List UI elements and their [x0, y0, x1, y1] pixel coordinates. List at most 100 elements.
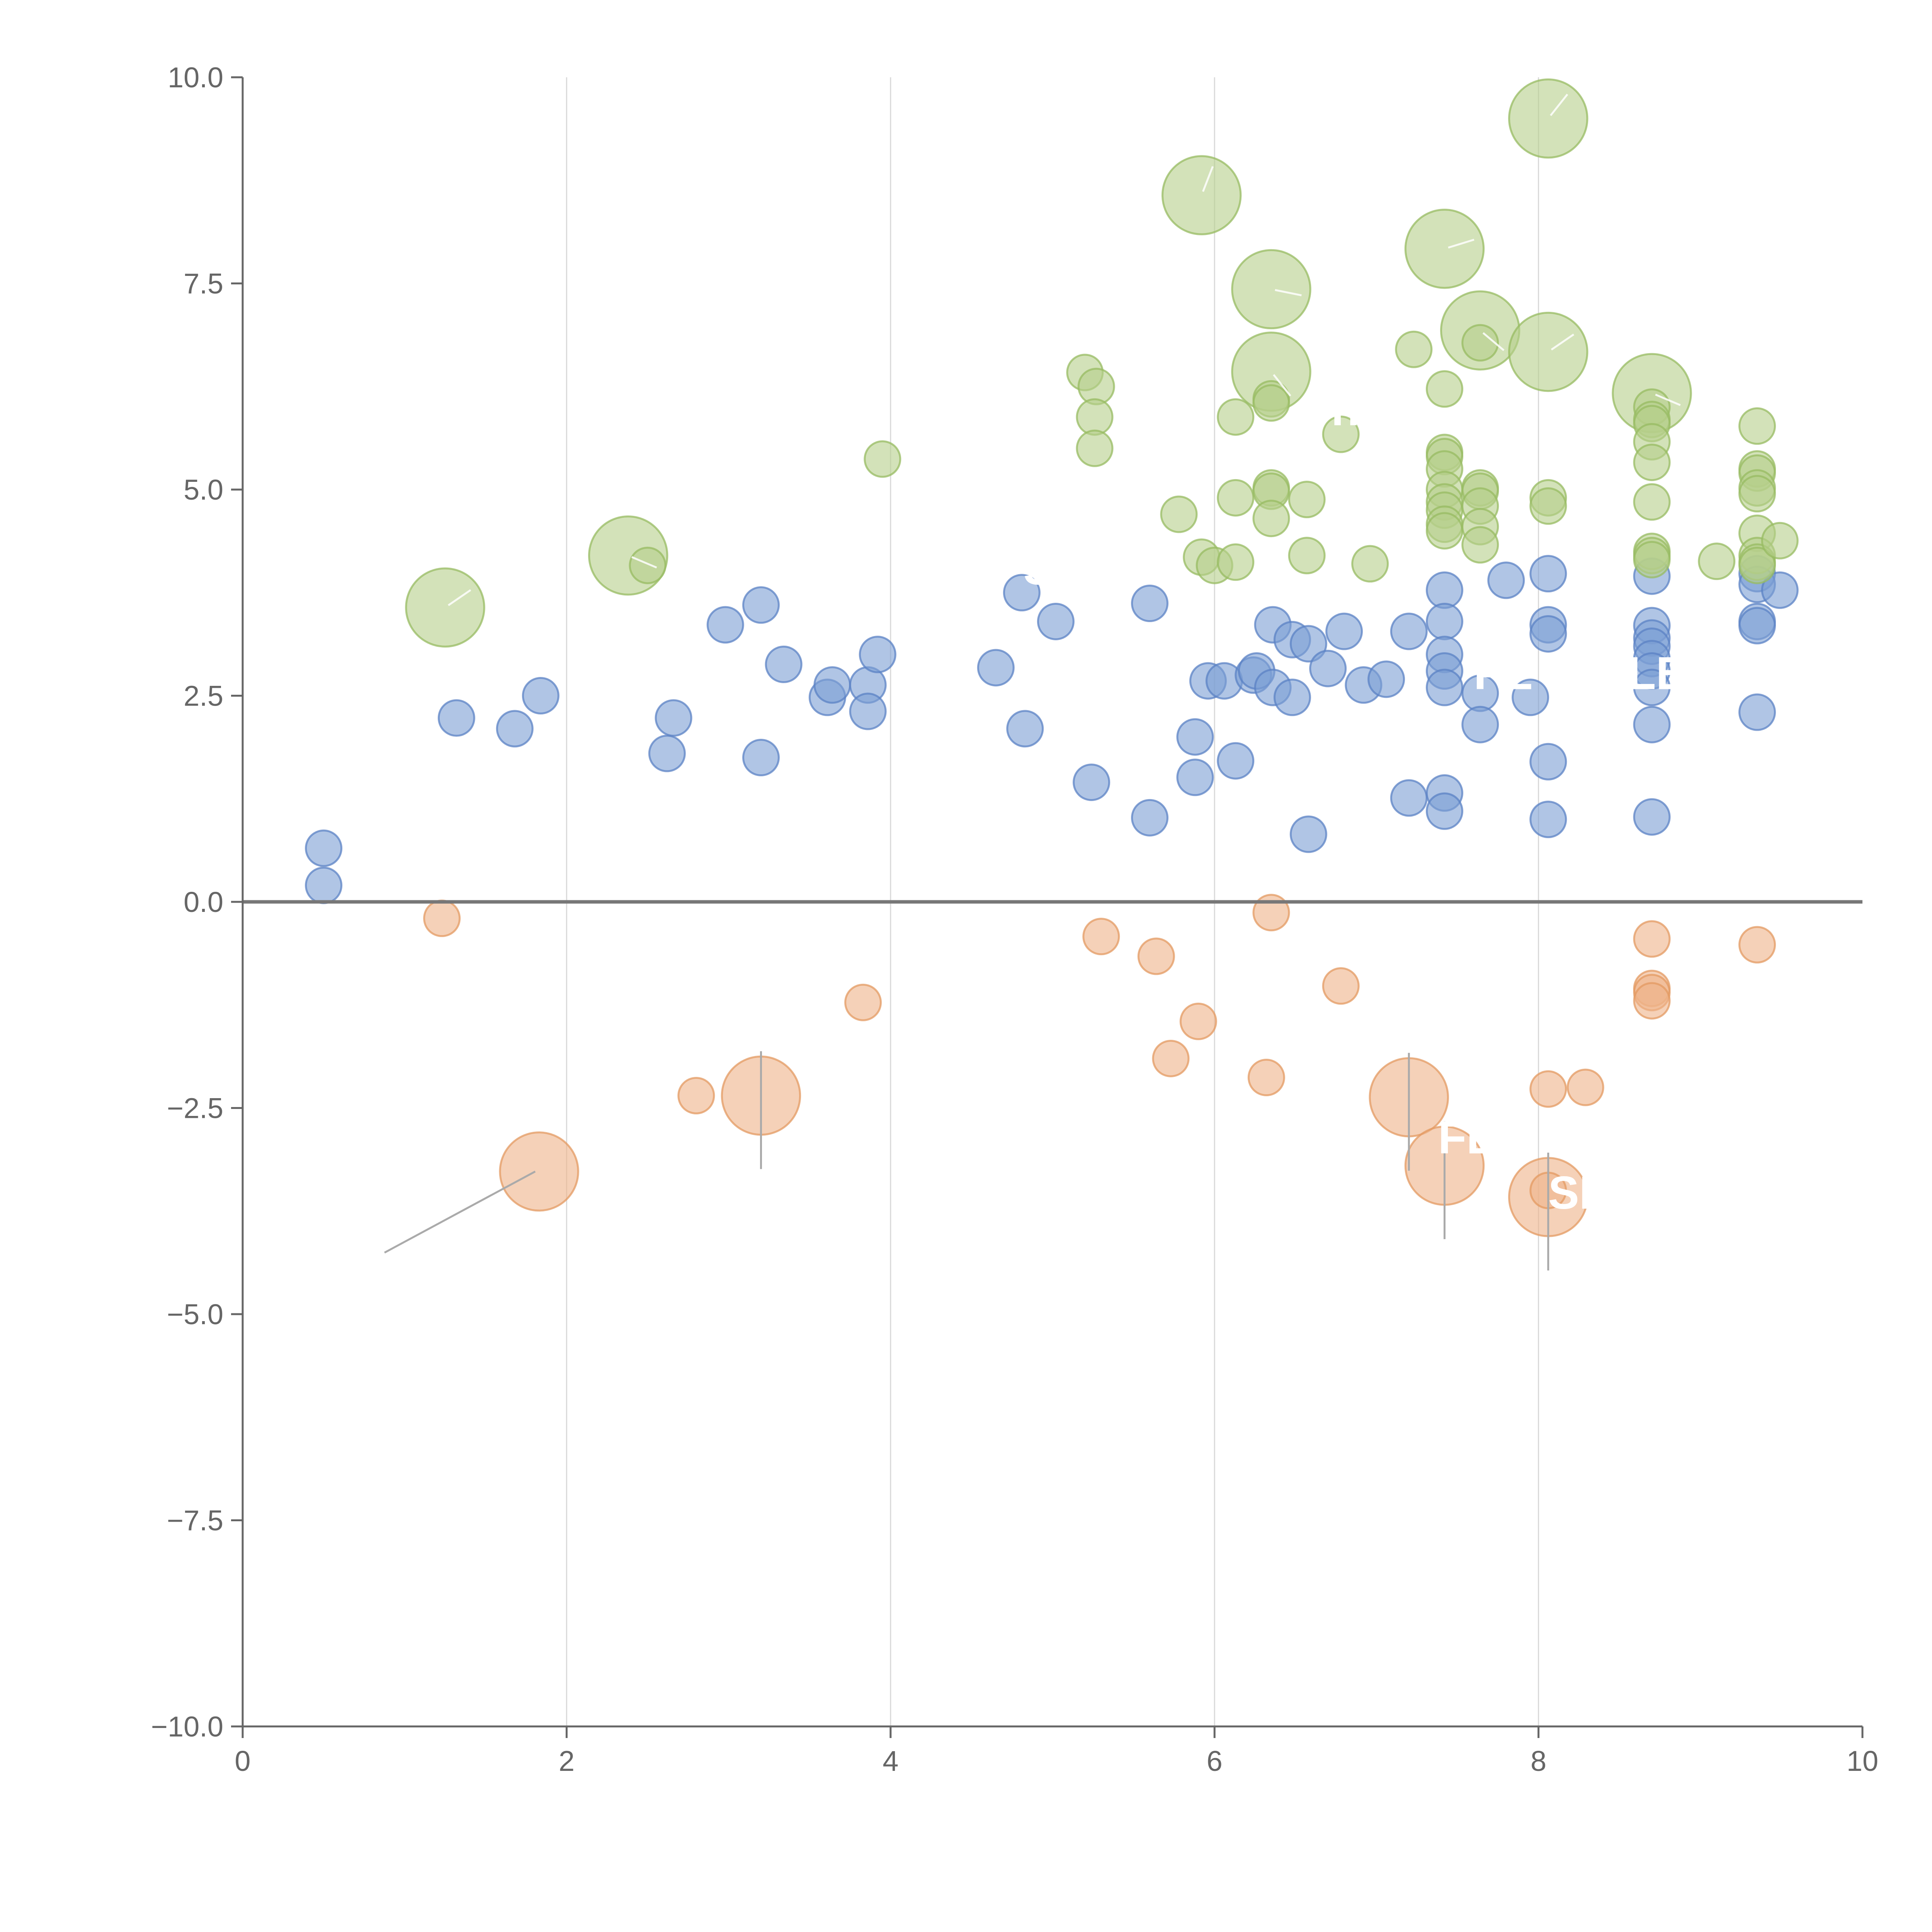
orange-point	[677, 1077, 715, 1114]
blue-point	[1003, 574, 1041, 612]
blue-point	[1425, 602, 1463, 640]
blue-point	[1529, 743, 1567, 781]
data-points	[305, 78, 1799, 1237]
point-annotation: LB	[1628, 647, 1689, 699]
leader-line	[384, 1170, 536, 1254]
orange-point	[499, 1131, 579, 1212]
green-point	[1288, 537, 1326, 575]
blue-point	[655, 699, 692, 737]
blue-point	[1176, 759, 1214, 796]
green-point	[1461, 526, 1499, 564]
blue-point	[648, 735, 686, 772]
blue-point	[496, 710, 534, 748]
green-point	[1633, 444, 1671, 481]
blue-point	[305, 829, 343, 867]
blue-point	[1761, 571, 1799, 609]
orange-point	[1633, 982, 1671, 1020]
green-point	[1395, 330, 1433, 368]
blue-point	[1633, 668, 1671, 706]
orange-point	[1738, 926, 1776, 964]
green-point	[1425, 370, 1463, 408]
blue-point	[1529, 555, 1567, 593]
blue-point	[1217, 742, 1255, 780]
leader-line	[1275, 289, 1302, 296]
blue-point	[849, 692, 887, 730]
green-point	[1160, 495, 1198, 533]
blue-point	[1289, 625, 1327, 663]
green-point	[1217, 479, 1255, 517]
point-annotation: FE	[1474, 647, 1533, 699]
leader-line	[1551, 333, 1575, 351]
blue-point	[977, 649, 1015, 687]
blue-point	[1425, 571, 1463, 609]
orange-point	[1179, 1002, 1217, 1040]
green-point	[1529, 487, 1567, 525]
orange-point	[1633, 920, 1671, 958]
blue-point	[1738, 607, 1776, 645]
y-tick-label: −10.0	[151, 1711, 223, 1743]
green-point	[1161, 155, 1242, 235]
blue-point	[742, 586, 780, 624]
green-point	[1404, 209, 1485, 289]
blue-point	[1006, 710, 1044, 748]
y-tick-label: −2.5	[167, 1092, 223, 1124]
label-leader-lines	[384, 94, 1681, 1270]
green-point	[1738, 407, 1776, 445]
blue-point	[1131, 799, 1169, 837]
green-point	[1738, 475, 1776, 513]
blue-point	[437, 699, 475, 737]
blue-point	[1425, 668, 1463, 706]
blue-point	[522, 677, 560, 714]
green-point	[1252, 384, 1290, 422]
x-tick-label: 4	[883, 1745, 898, 1777]
blue-point	[813, 666, 851, 704]
blue-point	[706, 606, 744, 644]
blue-point	[1461, 706, 1499, 743]
green-point	[1217, 543, 1255, 581]
orange-point	[1322, 967, 1360, 1005]
blue-point	[1390, 779, 1428, 817]
blue-point	[1131, 584, 1169, 622]
y-tick-label: −7.5	[167, 1505, 223, 1537]
leader-line	[1202, 166, 1214, 192]
blue-point	[765, 645, 803, 683]
blue-point	[1390, 612, 1428, 650]
orange-point	[1566, 1068, 1604, 1106]
orange-point	[1137, 937, 1175, 975]
leader-line	[1448, 238, 1475, 249]
blue-point	[1529, 801, 1567, 838]
y-tick-label: 2.5	[184, 680, 223, 712]
blue-point	[1633, 798, 1671, 836]
green-point	[629, 546, 667, 584]
blue-point	[742, 739, 780, 777]
green-point	[1425, 512, 1463, 550]
green-point	[1252, 500, 1290, 537]
blue-point	[1073, 764, 1111, 801]
green-point	[1217, 398, 1255, 436]
green-point	[1738, 546, 1776, 584]
y-tick-label: 5.0	[184, 474, 223, 506]
x-tick-label: 6	[1207, 1745, 1223, 1777]
leader-line	[631, 556, 657, 569]
green-point	[1508, 78, 1588, 159]
green-point	[1076, 429, 1114, 467]
green-point	[1698, 543, 1736, 580]
blue-point	[1425, 792, 1463, 830]
green-point	[864, 440, 901, 478]
green-point	[405, 567, 485, 648]
green-point	[1633, 483, 1671, 521]
blue-point	[1325, 612, 1363, 650]
leader-line	[1655, 393, 1681, 406]
point-annotation: SL	[1548, 1167, 1607, 1219]
x-tick-label: 0	[235, 1745, 250, 1777]
green-point	[1508, 311, 1588, 392]
green-point	[1288, 481, 1326, 519]
x-tick-label: 2	[559, 1745, 575, 1777]
blue-point	[1273, 679, 1311, 716]
blue-point	[1529, 615, 1567, 653]
point-annotation: FLU	[1438, 1112, 1528, 1163]
y-tick-label: −5.0	[167, 1298, 223, 1330]
green-point	[1461, 324, 1499, 362]
